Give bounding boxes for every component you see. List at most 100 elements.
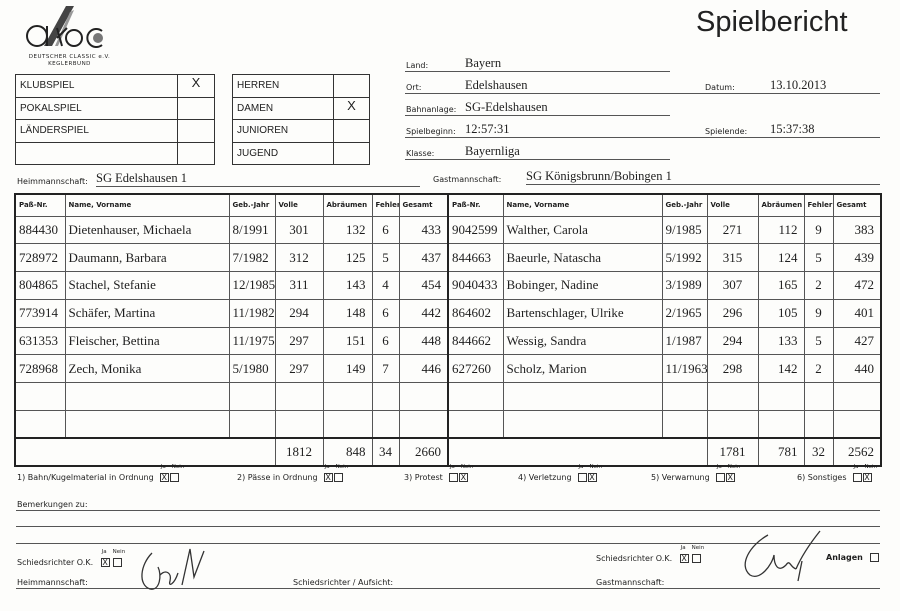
table-cell[interactable]: 6 (371, 326, 400, 356)
table-cell[interactable]: 2/1965 (661, 298, 708, 328)
table-cell[interactable]: 383 (832, 215, 882, 245)
table-cell[interactable]: 427 (832, 326, 882, 356)
table-cell[interactable] (832, 410, 882, 439)
game-type-mark[interactable] (177, 141, 215, 165)
home-team-field[interactable]: Heimmannschaft: SG Edelshausen 1 (16, 171, 420, 187)
table-cell[interactable]: 442 (398, 298, 449, 328)
signature-line[interactable] (16, 588, 880, 589)
table-cell[interactable]: 165 (757, 271, 805, 300)
table-cell[interactable] (64, 382, 230, 412)
table-cell[interactable]: 148 (322, 298, 373, 328)
table-cell[interactable] (832, 382, 882, 412)
nein-checkbox[interactable]: X (587, 473, 597, 482)
ja-checkbox[interactable] (448, 473, 458, 482)
table-cell[interactable] (64, 410, 230, 439)
table-cell[interactable]: 11/1975 (228, 326, 276, 356)
nein-checkbox[interactable]: X (458, 473, 468, 482)
table-cell[interactable]: 143 (322, 271, 373, 300)
game-type-mark[interactable] (177, 119, 215, 143)
table-cell[interactable]: 433 (398, 215, 449, 245)
anlagen-checkbox[interactable] (869, 553, 879, 562)
table-cell[interactable]: Baeurle, Natascha (502, 243, 663, 273)
table-cell[interactable] (322, 382, 373, 412)
table-cell[interactable]: 7/1982 (228, 243, 276, 273)
table-cell[interactable]: 9/1985 (661, 215, 708, 245)
table-cell[interactable]: 631353 (14, 326, 66, 356)
nein-checkbox[interactable] (333, 473, 343, 482)
table-cell[interactable]: 294 (274, 298, 324, 328)
ja-checkbox[interactable]: X (159, 473, 169, 482)
table-cell[interactable]: 1/1987 (661, 326, 708, 356)
table-cell[interactable] (228, 382, 276, 412)
remarks-line[interactable] (16, 526, 880, 527)
table-cell[interactable]: 4 (371, 271, 400, 300)
category-mark[interactable] (333, 141, 370, 165)
table-cell[interactable]: 440 (832, 354, 882, 384)
table-cell[interactable]: Schäfer, Martina (64, 298, 230, 328)
ja-checkbox[interactable]: X (323, 473, 333, 482)
table-cell[interactable] (803, 410, 834, 439)
guest-ok-nein-checkbox[interactable] (692, 554, 702, 563)
table-cell[interactable]: 149 (322, 354, 373, 384)
table-cell[interactable]: 142 (757, 354, 805, 384)
guest-team-field[interactable]: Gastmannschaft: SG Königsbrunn/Bobingen … (432, 169, 880, 185)
table-cell[interactable]: 2 (803, 354, 834, 384)
table-cell[interactable]: 105 (757, 298, 805, 328)
table-cell[interactable] (398, 382, 449, 412)
klasse-field[interactable]: Klasse: Bayernliga (405, 144, 670, 160)
home-ok-nein-checkbox[interactable] (113, 558, 123, 567)
table-cell[interactable] (371, 382, 400, 412)
table-cell[interactable]: 773914 (14, 298, 66, 328)
table-cell[interactable]: 307 (706, 271, 759, 300)
table-cell[interactable]: 5/1980 (228, 354, 276, 384)
table-cell[interactable]: 439 (832, 243, 882, 273)
table-cell[interactable]: 2 (803, 271, 834, 300)
table-cell[interactable] (447, 410, 504, 439)
ja-checkbox[interactable] (577, 473, 587, 482)
table-cell[interactable]: 112 (757, 215, 805, 245)
table-cell[interactable]: 11/1963 (661, 354, 708, 384)
table-cell[interactable]: 9040433 (447, 271, 504, 300)
table-cell[interactable]: 151 (322, 326, 373, 356)
ja-checkbox[interactable] (852, 473, 862, 482)
table-cell[interactable]: 844663 (447, 243, 504, 273)
table-cell[interactable]: 884430 (14, 215, 66, 245)
table-cell[interactable]: 132 (322, 215, 373, 245)
bahnanlage-field[interactable]: Bahnanlage: SG-Edelshausen (405, 100, 670, 116)
table-cell[interactable]: 12/1985 (228, 271, 276, 300)
table-cell[interactable]: Dietenhauser, Michaela (64, 215, 230, 245)
table-cell[interactable]: 311 (274, 271, 324, 300)
category-mark[interactable]: X (333, 96, 370, 120)
table-cell[interactable]: Zech, Monika (64, 354, 230, 384)
table-cell[interactable]: 9 (803, 215, 834, 245)
table-cell[interactable]: 301 (274, 215, 324, 245)
table-cell[interactable]: 5 (803, 326, 834, 356)
table-cell[interactable]: 125 (322, 243, 373, 273)
guest-ok-ja-checkbox[interactable]: X (679, 554, 689, 563)
home-ok-ja-checkbox[interactable]: X (100, 558, 110, 567)
table-cell[interactable]: 5/1992 (661, 243, 708, 273)
table-cell[interactable]: 294 (706, 326, 759, 356)
spielbeginn-field[interactable]: Spielbeginn: 12:57:31 Spielende: 15:37:3… (405, 122, 880, 138)
table-cell[interactable]: Walther, Carola (502, 215, 663, 245)
table-cell[interactable]: 864602 (447, 298, 504, 328)
ja-checkbox[interactable] (715, 473, 725, 482)
table-cell[interactable]: 472 (832, 271, 882, 300)
table-cell[interactable]: 298 (706, 354, 759, 384)
nein-checkbox[interactable] (169, 473, 179, 482)
category-mark[interactable] (333, 74, 370, 98)
table-cell[interactable] (274, 382, 324, 412)
table-cell[interactable] (757, 410, 805, 439)
table-cell[interactable]: 804865 (14, 271, 66, 300)
table-cell[interactable]: Stachel, Stefanie (64, 271, 230, 300)
table-cell[interactable]: 6 (371, 215, 400, 245)
ort-field[interactable]: Ort: Edelshausen Datum: 13.10.2013 (405, 78, 880, 94)
table-cell[interactable]: Fleischer, Bettina (64, 326, 230, 356)
table-cell[interactable] (706, 410, 759, 439)
table-cell[interactable]: 448 (398, 326, 449, 356)
table-cell[interactable]: 9 (803, 298, 834, 328)
table-cell[interactable]: 8/1991 (228, 215, 276, 245)
table-cell[interactable]: 5 (803, 243, 834, 273)
nein-checkbox[interactable]: X (862, 473, 872, 482)
game-type-mark[interactable] (177, 96, 215, 120)
